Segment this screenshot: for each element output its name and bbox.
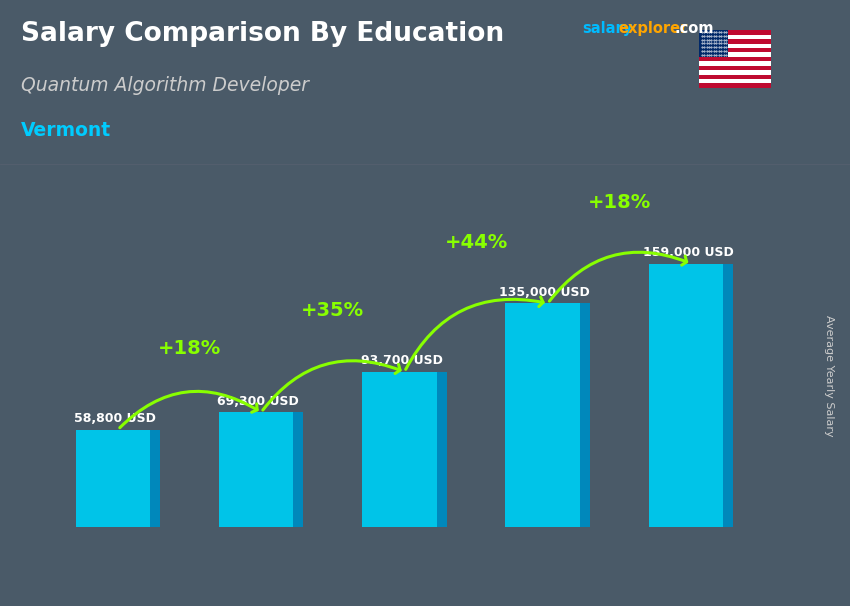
Bar [699,30,771,35]
Bar [699,79,771,84]
Text: +44%: +44% [445,233,507,251]
Bar [699,70,771,75]
Text: explorer: explorer [619,21,688,36]
Bar [699,61,771,65]
Text: 58,800 USD: 58,800 USD [74,412,156,425]
Bar [506,304,580,527]
Text: Quantum Algorithm Developer: Quantum Algorithm Developer [21,76,309,95]
Text: 159,000 USD: 159,000 USD [643,246,734,259]
Bar [699,35,771,39]
Polygon shape [437,372,447,527]
Bar [699,84,771,88]
Text: 135,000 USD: 135,000 USD [500,285,590,299]
Text: salary: salary [582,21,632,36]
Bar [699,30,728,57]
Bar [699,75,771,79]
Polygon shape [723,264,734,527]
Bar [218,412,293,527]
Bar [362,372,437,527]
Bar [699,57,771,61]
Text: +35%: +35% [301,301,365,320]
Bar [699,53,771,57]
Polygon shape [293,412,303,527]
Text: Vermont: Vermont [21,121,111,140]
Text: .com: .com [674,21,713,36]
Text: Salary Comparison By Education: Salary Comparison By Education [21,21,504,47]
Bar [699,48,771,53]
Text: Average Yearly Salary: Average Yearly Salary [824,315,834,436]
Bar [699,65,771,70]
Text: 93,700 USD: 93,700 USD [360,354,443,367]
Text: +18%: +18% [587,193,651,211]
Bar [699,39,771,44]
Text: +18%: +18% [158,339,221,358]
Polygon shape [150,430,160,527]
Bar [76,430,150,527]
Text: 69,300 USD: 69,300 USD [218,395,299,408]
Bar [649,264,723,527]
Polygon shape [580,304,590,527]
Bar [699,44,771,48]
